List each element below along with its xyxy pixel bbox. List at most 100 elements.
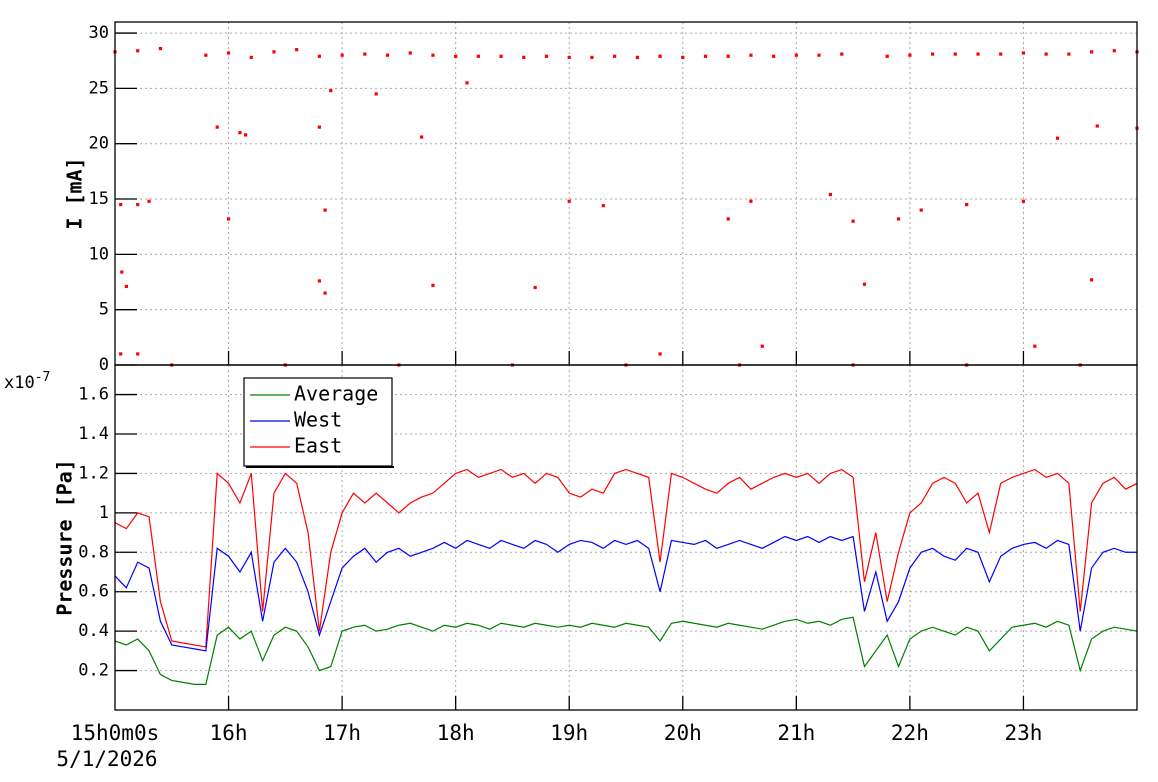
legend-label: West: [294, 408, 342, 432]
data-point: [772, 54, 776, 58]
y-axis-title: I [mA]: [63, 157, 87, 229]
data-point: [215, 125, 219, 129]
data-point: [295, 48, 299, 52]
data-point: [522, 55, 526, 60]
data-point: [420, 135, 424, 139]
data-point: [931, 52, 935, 56]
series-line: [114, 535, 1137, 652]
data-point: [158, 46, 163, 51]
data-point: [1089, 50, 1094, 54]
data-point: [1095, 124, 1099, 128]
data-point: [408, 51, 412, 55]
data-point: [1021, 51, 1026, 55]
data-point: [533, 285, 537, 290]
data-point: [119, 352, 123, 356]
data-point: [567, 199, 571, 203]
y-tick-label: 20: [89, 134, 109, 154]
data-point: [976, 52, 980, 56]
data-point: [465, 81, 469, 85]
y-tick-label: 1.4: [78, 424, 109, 444]
data-point: [896, 217, 901, 221]
data-point: [1055, 136, 1060, 140]
y-tick-label: 1.6: [78, 385, 109, 405]
data-point: [851, 219, 855, 223]
data-point: [908, 53, 912, 57]
data-point: [1112, 49, 1116, 53]
data-point: [317, 279, 321, 283]
data-point: [385, 53, 390, 57]
data-point: [317, 54, 321, 58]
data-point: [329, 89, 333, 93]
x-tick-label: 20h: [664, 721, 702, 745]
data-point: [249, 55, 253, 60]
data-point: [1033, 344, 1037, 348]
data-point: [136, 202, 140, 207]
data-point: [658, 352, 662, 356]
data-point: [1089, 278, 1094, 282]
time-offset-label: 15h0m0s: [71, 721, 160, 745]
data-point: [323, 291, 327, 295]
multiplier-base: x10: [4, 373, 35, 393]
data-point: [238, 131, 242, 135]
data-point: [119, 202, 123, 207]
data-point: [499, 54, 503, 58]
data-point: [204, 53, 208, 57]
legend-label: Average: [294, 382, 378, 406]
date-label: 5/1/2026: [56, 747, 157, 771]
data-point: [601, 204, 605, 208]
data-point: [590, 55, 594, 60]
data-point: [1044, 52, 1048, 56]
data-point: [317, 125, 321, 129]
multiplier-exponent: -7: [35, 370, 51, 385]
data-point: [919, 208, 923, 212]
data-point: [124, 284, 128, 289]
y-tick-label: 0.2: [78, 661, 109, 681]
x-tick-label: 17h: [323, 721, 361, 745]
data-point: [840, 52, 844, 56]
data-point: [454, 54, 458, 58]
data-point: [136, 352, 140, 356]
data-point: [226, 217, 231, 221]
data-point: [953, 52, 957, 56]
data-point: [120, 270, 124, 274]
y-tick-label: 1.2: [78, 463, 109, 483]
data-point: [147, 199, 151, 203]
data-point: [340, 53, 344, 57]
y-tick-label: 0.4: [78, 621, 109, 641]
data-point: [885, 54, 889, 58]
data-point: [226, 51, 231, 55]
data-point: [136, 49, 140, 53]
data-point: [965, 202, 969, 207]
data-point: [726, 54, 730, 58]
data-point: [243, 133, 248, 137]
data-point: [862, 282, 867, 286]
x-tick-label: 18h: [437, 721, 475, 745]
x-tick-label: 19h: [550, 721, 588, 745]
legend-label: East: [294, 434, 342, 458]
data-point: [749, 199, 753, 203]
y-axis-title: Pressure [Pa]: [53, 459, 77, 616]
y-tick-label: 15: [89, 189, 109, 209]
data-point: [1021, 199, 1026, 203]
axis-multiplier: x10-7: [4, 370, 50, 394]
x-tick-label: 22h: [891, 721, 929, 745]
series-line: [114, 616, 1138, 685]
y-tick-label: 25: [89, 78, 109, 98]
data-point: [726, 217, 730, 221]
legend-box: [243, 377, 393, 467]
series-line: [114, 468, 1138, 648]
data-point: [828, 193, 832, 197]
x-tick-label: 16h: [210, 721, 248, 745]
data-point: [323, 208, 327, 212]
data-point: [374, 92, 378, 96]
data-point: [613, 54, 617, 58]
y-tick-label: 0.8: [78, 542, 109, 562]
data-point: [431, 53, 435, 57]
data-point: [272, 50, 276, 54]
y-tick-label: 10: [89, 244, 109, 264]
data-point: [817, 53, 821, 57]
y-tick-label: 1: [99, 503, 109, 523]
data-point: [658, 54, 662, 58]
y-tick-label: 30: [89, 23, 109, 43]
